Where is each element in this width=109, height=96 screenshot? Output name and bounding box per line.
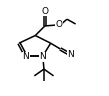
Text: O: O bbox=[41, 7, 48, 16]
Text: N: N bbox=[67, 50, 74, 59]
Text: N: N bbox=[22, 52, 29, 61]
Text: O: O bbox=[55, 20, 62, 29]
Text: N: N bbox=[40, 52, 46, 61]
